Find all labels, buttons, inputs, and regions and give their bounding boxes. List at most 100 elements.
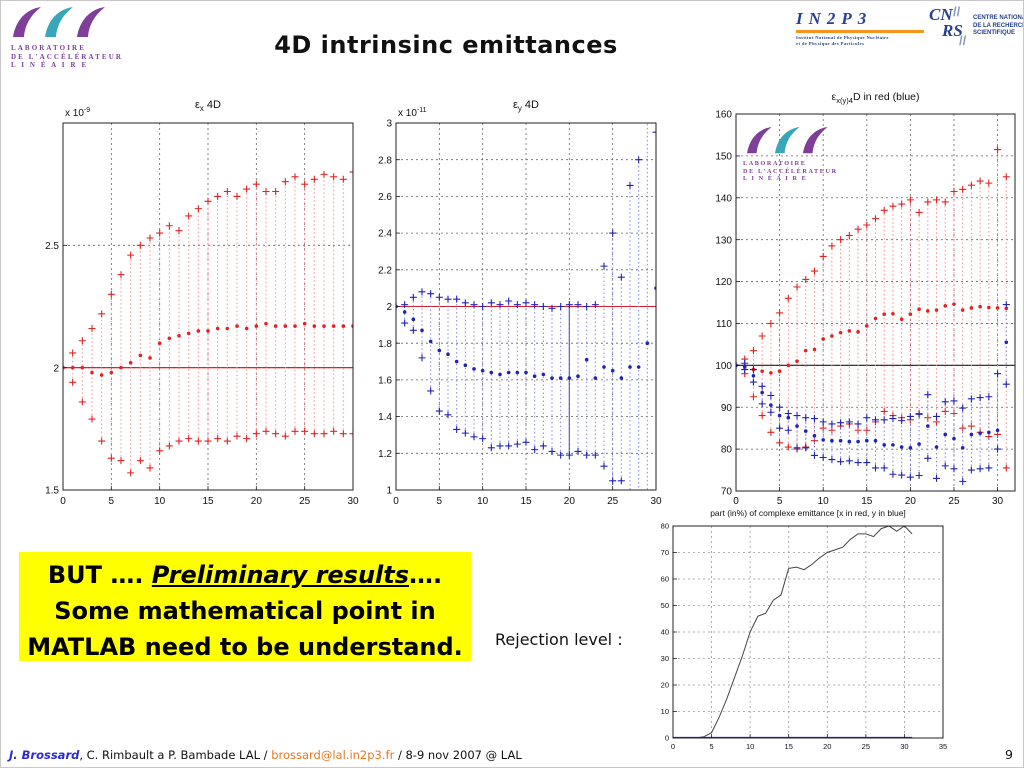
svg-text:5: 5 [777,496,783,507]
svg-text:100: 100 [715,361,732,372]
footer-middle: , C. Rimbault a P. Bambade LAL / [79,748,272,762]
chart-epsilon-xy-percent: 0 5 10 15 20 25 30 70 80 90 100 110 120 130 140 150 160 ε… [701,89,1023,514]
svg-text:150: 150 [715,151,732,162]
lal-logo-glyph [13,7,105,37]
lal-logo-inset: LABORATOIRE DE L'ACCÉLÉRATEUR L I N É A … [743,127,853,183]
svg-text:70: 70 [721,487,733,498]
svg-text:25: 25 [299,496,311,507]
svg-text:0: 0 [665,734,669,743]
cnrs-logo-glyph: // CN RS // [929,4,967,48]
svg-text:εx 4D: εx 4D [195,99,221,113]
svg-text:0: 0 [60,496,66,507]
footer-tail: / 8-9 nov 2007 @ LAL [394,748,522,762]
chart-complex-emittance-fraction: 0 5 10 15 20 25 30 35 0 10 20 30 40 50 60 70 80 part (in%… [656,506,956,761]
svg-text:80: 80 [721,445,733,456]
chart-epsilon-y-4d: 0 5 10 15 20 25 30 1 1.2 1.4 1.6 1.8 2 2.2 2.4 2.6 2.8 3 ε… [369,96,669,515]
lal-text-line3: L I N É A I R E [11,61,89,69]
svg-text:30: 30 [347,496,359,507]
svg-text:90: 90 [721,403,733,414]
svg-text:10: 10 [746,742,754,751]
svg-text:2.5: 2.5 [45,241,59,252]
svg-text:60: 60 [661,575,669,584]
svg-text:1.8: 1.8 [378,339,392,350]
svg-text:2.8: 2.8 [378,155,392,166]
svg-text:70: 70 [661,548,669,557]
svg-text:3: 3 [386,119,392,130]
svg-text:2.4: 2.4 [378,229,392,240]
note-emphasis: Preliminary results [151,561,410,589]
footer-author: J. Brossard [9,748,80,762]
svg-text:2: 2 [386,302,392,313]
page-number: 9 [1005,747,1013,762]
cnrs-caption-line1: CENTRE NATIONAL [973,15,1023,21]
svg-text:10: 10 [154,496,166,507]
cnrs-caption-line3: SCIENTIFIQUE [973,30,1016,36]
note-line2: Some mathematical point in [54,597,436,625]
svg-text:20: 20 [905,496,917,507]
in2p3-orange-bar [796,30,924,33]
svg-text:10: 10 [477,496,489,507]
cnrs-letters-cn: CN [929,5,953,24]
svg-text:30: 30 [650,496,662,507]
lal-inset-line1: LABORATOIRE [743,160,807,167]
lal-inset-line2: DE L'ACCÉLÉRATEUR [743,167,838,175]
lal-inset-line3: L I N É A I R E [743,175,808,182]
svg-text:x 10-11: x 10-11 [398,107,427,119]
svg-text:160: 160 [715,110,732,121]
in2p3-caption-line1: Institut National de Physique Nucléaire [796,35,889,40]
svg-text:20: 20 [251,496,263,507]
svg-text:80: 80 [661,522,669,531]
svg-text:1.5: 1.5 [45,486,59,497]
svg-text:20: 20 [564,496,576,507]
svg-text:40: 40 [661,628,669,637]
lal-logo: LABORATOIRE DE L'ACCÉLÉRATEUR L I N É A … [11,7,121,70]
svg-text:εx(y)4D in red (blue): εx(y)4D in red (blue) [832,91,920,105]
svg-text:110: 110 [716,319,732,330]
preliminary-note-box: BUT …. Preliminary results…. Some mathem… [19,552,471,661]
svg-text:0: 0 [393,496,399,507]
note-line3: MATLAB need to be understand. [27,633,463,661]
svg-text:120: 120 [715,277,732,288]
chart-epsilon-x-4d: 0 5 10 15 20 25 30 1.5 2 2.5 εx 4D x 10-9 [29,96,359,515]
lal-text-line1: LABORATOIRE [11,44,86,52]
in2p3-caption-line2: et de Physique des Particules [796,40,865,46]
svg-text:20: 20 [823,742,831,751]
svg-text:25: 25 [948,496,960,507]
in2p3-logo-text: IN2P3 [796,9,873,28]
svg-text:130: 130 [715,235,732,246]
svg-text:10: 10 [818,496,830,507]
svg-text:1.4: 1.4 [378,412,392,423]
cnrs-caption-line2: DE LA RECHERCHE [973,22,1023,29]
svg-text:30: 30 [661,654,669,663]
cnrs-letters-rs: RS [942,21,963,40]
svg-text:140: 140 [715,193,732,204]
svg-text:10: 10 [661,707,669,716]
page-title: 4D intrinsinc emittances [274,31,618,59]
svg-text:εy 4D: εy 4D [513,99,539,113]
svg-text:15: 15 [520,496,532,507]
svg-text:25: 25 [862,742,870,751]
lal-logo-inset-glyph [747,127,828,154]
svg-text:30: 30 [992,496,1004,507]
in2p3-logo: IN2P3 Institut National de Physique Nucl… [796,9,928,46]
svg-text:2.6: 2.6 [378,192,392,203]
svg-text:0: 0 [671,742,675,751]
footer-email-link[interactable]: brossard@lal.in2p3.fr [271,748,395,762]
svg-text:25: 25 [607,496,619,507]
svg-text:35: 35 [939,742,947,751]
svg-text:1.6: 1.6 [378,376,392,387]
svg-text:15: 15 [861,496,873,507]
svg-text:30: 30 [900,742,908,751]
svg-text:5: 5 [709,742,713,751]
footer: J. Brossard, C. Rimbault a P. Bambade LA… [9,748,522,762]
svg-text:50: 50 [661,601,669,610]
svg-text:x 10-9: x 10-9 [65,107,90,119]
note-line1: BUT …. Preliminary results…. [47,561,443,589]
svg-text:5: 5 [437,496,443,507]
cnrs-logo: // CN RS // CENTRE NATIONAL DE LA RECHER… [929,4,1023,55]
svg-text:15: 15 [785,742,793,751]
svg-text:5: 5 [109,496,115,507]
svg-text:1.2: 1.2 [378,449,392,460]
svg-text:20: 20 [661,681,669,690]
